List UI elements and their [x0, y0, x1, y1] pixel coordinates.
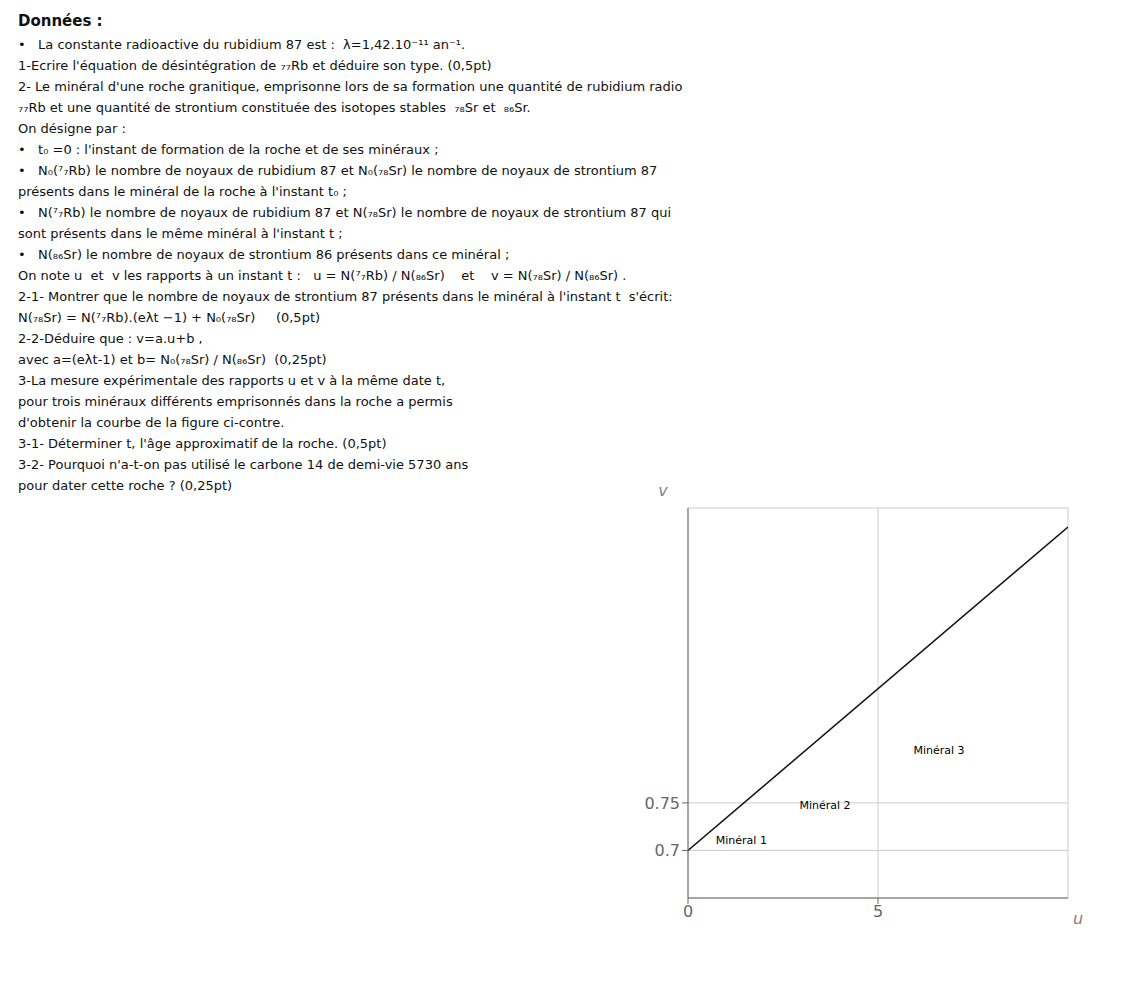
html-text:présents dans le minéral de la: présents dans le minéral de la roche à l… [18, 184, 347, 199]
html-text:Données :: Données : [18, 12, 103, 30]
html-text:sont présents dans le même min: sont présents dans le même minéral à l'i… [18, 226, 343, 241]
svg-text:Minéral 3: Minéral 3 [913, 744, 964, 757]
html-text:3-1- Déterminer t, l'âge appro: 3-1- Déterminer t, l'âge approximatif de… [18, 436, 387, 451]
html-text:pour dater cette roche ? (0,25: pour dater cette roche ? (0,25pt) [18, 478, 233, 493]
html-text:pour trois minéraux différents: pour trois minéraux différents emprisonn… [18, 394, 453, 409]
html-text:avec a=(eλt-1) et b= N₀(₇₈Sr): avec a=(eλt-1) et b= N₀(₇₈Sr) / N(₈₆Sr) … [18, 352, 327, 367]
svg-text:u: u [1073, 909, 1083, 928]
html-text:• t₀ =0 : l'instant de formati: • t₀ =0 : l'instant de formation de la r… [18, 142, 439, 157]
html-text:• N(₈₆Sr) le nombre de noyaux: • N(₈₆Sr) le nombre de noyaux de stronti… [18, 247, 510, 262]
svg-text:v: v [658, 481, 668, 500]
html-text:3-2- Pourquoi n'a-t-on pas uti: 3-2- Pourquoi n'a-t-on pas utilisé le ca… [18, 457, 469, 472]
html-text:₇₇Rb et une quantité de stront: ₇₇Rb et une quantité de strontium consti… [18, 100, 531, 115]
html-text:On note u et v les rapports à: On note u et v les rapports à un instant… [18, 268, 627, 283]
html-text:N(₇₈Sr) = N(⁷₇Rb).(eλt −1) + N: N(₇₈Sr) = N(⁷₇Rb).(eλt −1) + N₀(₇₈Sr) (0… [18, 310, 321, 325]
html-text:2- Le minéral d'une roche gran: 2- Le minéral d'une roche granitique, em… [18, 79, 683, 94]
html-text:• La constante radioactive du: • La constante radioactive du rubidium 8… [18, 37, 466, 52]
svg-text:5: 5 [873, 902, 883, 921]
svg-text:0: 0 [683, 902, 693, 921]
svg-text:0.75: 0.75 [644, 794, 680, 813]
html-text:1-Ecrire l'équation de désinté: 1-Ecrire l'équation de désintégration de… [18, 58, 492, 73]
svg-text:Minéral 1: Minéral 1 [716, 834, 767, 847]
svg-text:Minéral 2: Minéral 2 [799, 799, 850, 812]
html-text:On désigne par :: On désigne par : [18, 121, 126, 136]
html-text:2-1- Montrer que le nombre de: 2-1- Montrer que le nombre de noyaux de … [18, 289, 673, 304]
html-text:3-La mesure expérimentale des: 3-La mesure expérimentale des rapports u… [18, 373, 446, 388]
html-text:• N₀(⁷₇Rb) le nombre de noyaux: • N₀(⁷₇Rb) le nombre de noyaux de rubidi… [18, 163, 658, 178]
svg-text:0.7: 0.7 [655, 841, 680, 860]
html-text:• N(⁷₇Rb) le nombre de noyaux: • N(⁷₇Rb) le nombre de noyaux de rubidiu… [18, 205, 672, 220]
html-text:d'obtenir la courbe de la figu: d'obtenir la courbe de la figure ci-cont… [18, 415, 285, 430]
html-text:2-2-Déduire que : v=a.u+b ,: 2-2-Déduire que : v=a.u+b , [18, 331, 203, 346]
